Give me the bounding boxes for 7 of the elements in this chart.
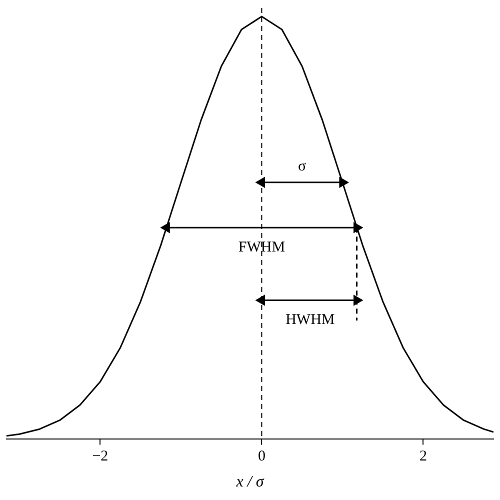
- x-axis-title: x / σ: [235, 474, 265, 491]
- annotation: σ: [298, 158, 306, 174]
- x-tick-label: −2: [92, 448, 108, 465]
- annotation: FWHM: [238, 240, 286, 256]
- x-tick-label: 0: [258, 448, 266, 465]
- x-tick-label: 2: [419, 448, 427, 465]
- annotation: HWHM: [286, 312, 335, 328]
